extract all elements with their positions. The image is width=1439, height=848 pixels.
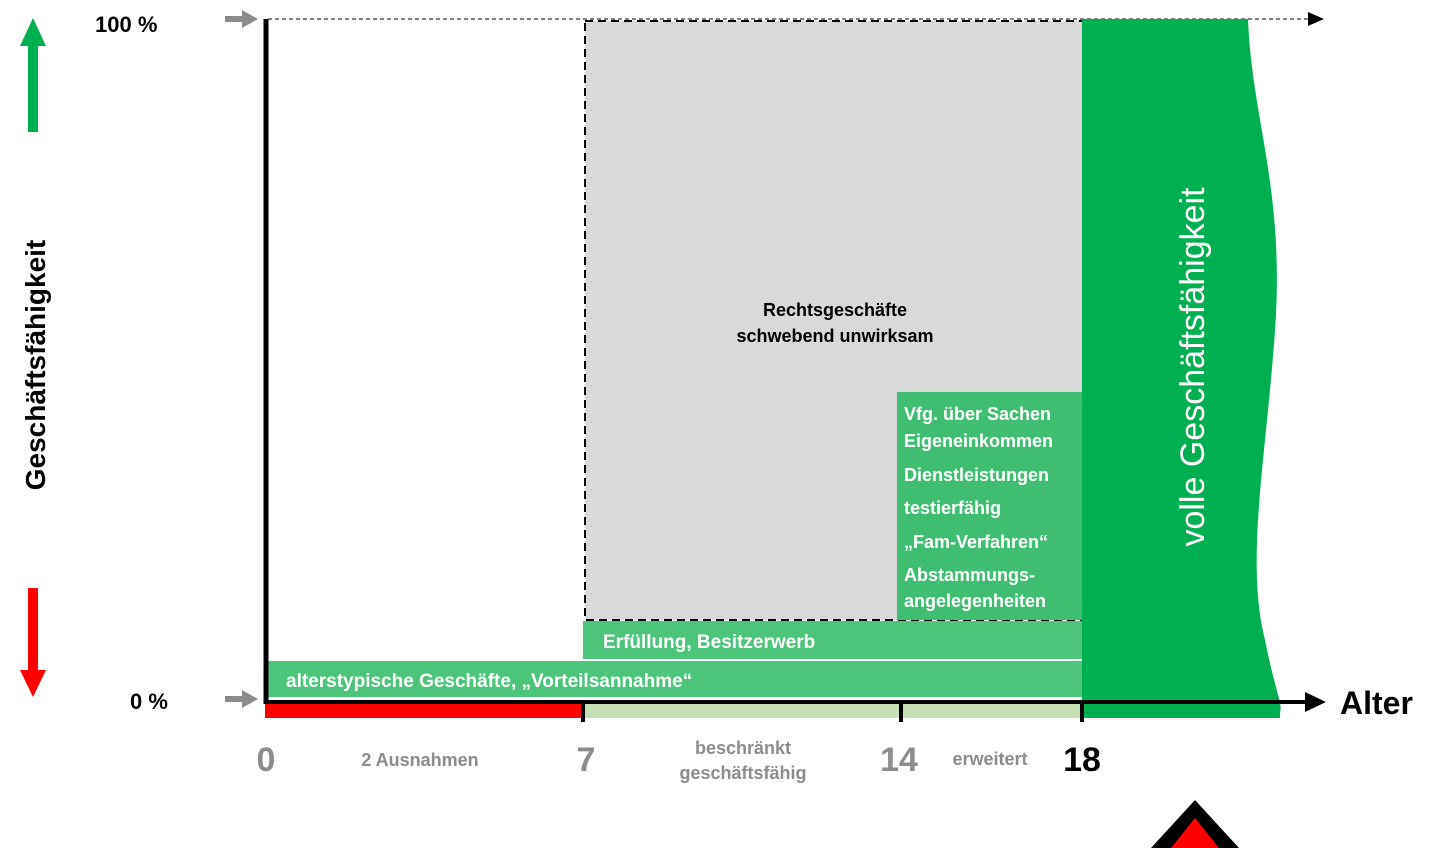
top-line-arrow-icon: [1308, 12, 1324, 26]
list-box: [897, 392, 1082, 620]
list-item: Vfg. über Sachen: [904, 404, 1051, 424]
y-label-100: 100 %: [95, 12, 157, 37]
gray-box-line2: schwebend unwirksam: [736, 326, 933, 346]
list-item: testierfähig: [904, 498, 1001, 518]
phase-label-14-18: erweitert: [952, 749, 1027, 769]
full-capacity-label: volle Geschäftsfähigkeit: [1174, 187, 1212, 547]
axis-band-lightgreen: [583, 704, 1082, 718]
full-capacity-band: [1082, 19, 1281, 712]
y-axis-title: Geschäftsfähigkeit: [20, 240, 51, 491]
x-axis-title: Alter: [1340, 685, 1413, 721]
bar-erfuellung-label: Erfüllung, Besitzerwerb: [603, 632, 815, 653]
x-axis-arrow-icon: [1305, 692, 1326, 712]
bar-erfuellung: [583, 621, 1083, 659]
list-item: angelegenheiten: [904, 591, 1046, 611]
phase-label-7-14-line2: geschäftsfähig: [679, 763, 806, 783]
list-box-items: Vfg. über Sachen Eigeneinkommen Dienstle…: [904, 404, 1053, 611]
age-label-18: 18: [1063, 741, 1101, 779]
warning-triangle-icon: [1151, 800, 1239, 848]
age-label-14: 14: [880, 741, 918, 779]
pointer-arrow-bottom-icon: [225, 690, 258, 708]
list-item: Abstammungs-: [904, 565, 1035, 585]
phase-label-7-14-line1: beschränkt: [695, 738, 791, 758]
age-label-7: 7: [577, 741, 596, 779]
gray-box-line1: Rechtsgeschäfte: [763, 300, 907, 320]
pointer-arrow-top-icon: [225, 10, 258, 28]
age-label-0: 0: [257, 741, 276, 779]
axis-band-red: [265, 704, 583, 718]
y-label-0: 0 %: [130, 689, 168, 714]
list-item: „Fam-Verfahren“: [904, 532, 1048, 552]
list-item: Eigeneinkommen: [904, 431, 1053, 451]
up-arrow-icon: [20, 18, 46, 132]
list-item: Dienstleistungen: [904, 465, 1049, 485]
down-arrow-icon: [20, 588, 46, 697]
bar-alterstypisch-label: alterstypische Geschäfte, „Vorteilsannah…: [286, 671, 692, 692]
phase-label-0-7: 2 Ausnahmen: [361, 750, 478, 770]
axis-band-green: [1082, 704, 1280, 718]
bar-alterstypisch: [268, 661, 1083, 697]
